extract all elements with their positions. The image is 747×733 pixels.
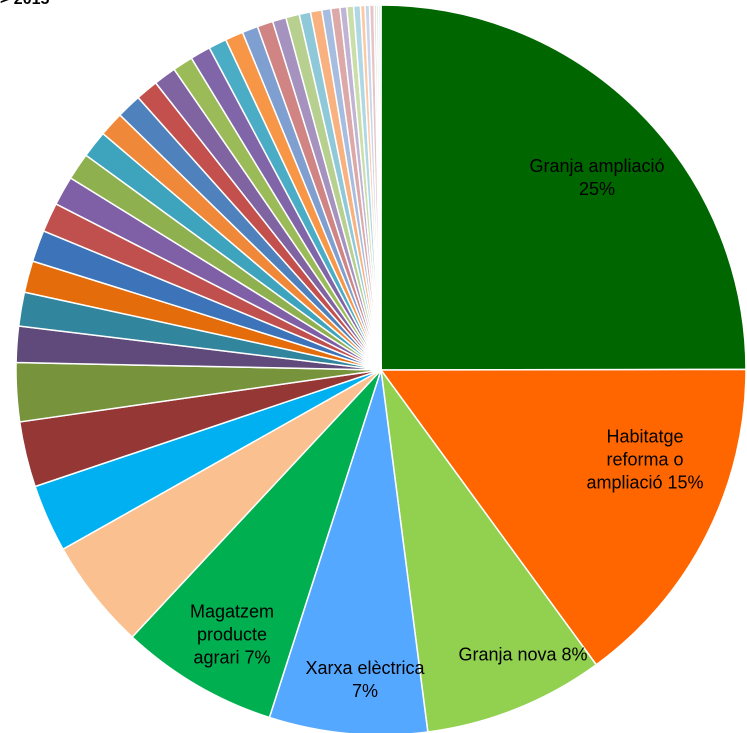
slice-category: Magatzem producte agrari bbox=[189, 601, 275, 668]
slice-value-label: 25% bbox=[578, 179, 616, 199]
slice-category: Xarxa elèctrica bbox=[305, 658, 425, 678]
pie-slice bbox=[380, 4, 747, 371]
slice-value-label: 15% bbox=[667, 472, 704, 493]
slice-label: Xarxa elèctrica 7% bbox=[305, 657, 425, 703]
chart-title: > 2015 bbox=[0, 0, 49, 9]
slice-label: Habitatge reforma o ampliació 15% bbox=[575, 426, 715, 495]
slice-label: Magatzem producte agrari 7% bbox=[177, 601, 287, 670]
pie-slice bbox=[377, 4, 382, 371]
slice-value-label: 7% bbox=[351, 681, 378, 701]
pie-slice bbox=[380, 369, 598, 733]
slice-category: Granja nova bbox=[458, 644, 557, 665]
slice-category: Granja ampliació bbox=[529, 156, 665, 176]
pie-slice bbox=[131, 369, 382, 719]
slice-value-label: 8% bbox=[561, 644, 588, 665]
slice-value-label: 7% bbox=[244, 647, 271, 668]
slice-label: Granja nova 8% bbox=[453, 644, 593, 667]
slice-label: Granja ampliació 25% bbox=[522, 155, 672, 201]
pie-slice bbox=[379, 368, 747, 666]
slice-category: Habitatge reforma o ampliació bbox=[586, 426, 684, 493]
